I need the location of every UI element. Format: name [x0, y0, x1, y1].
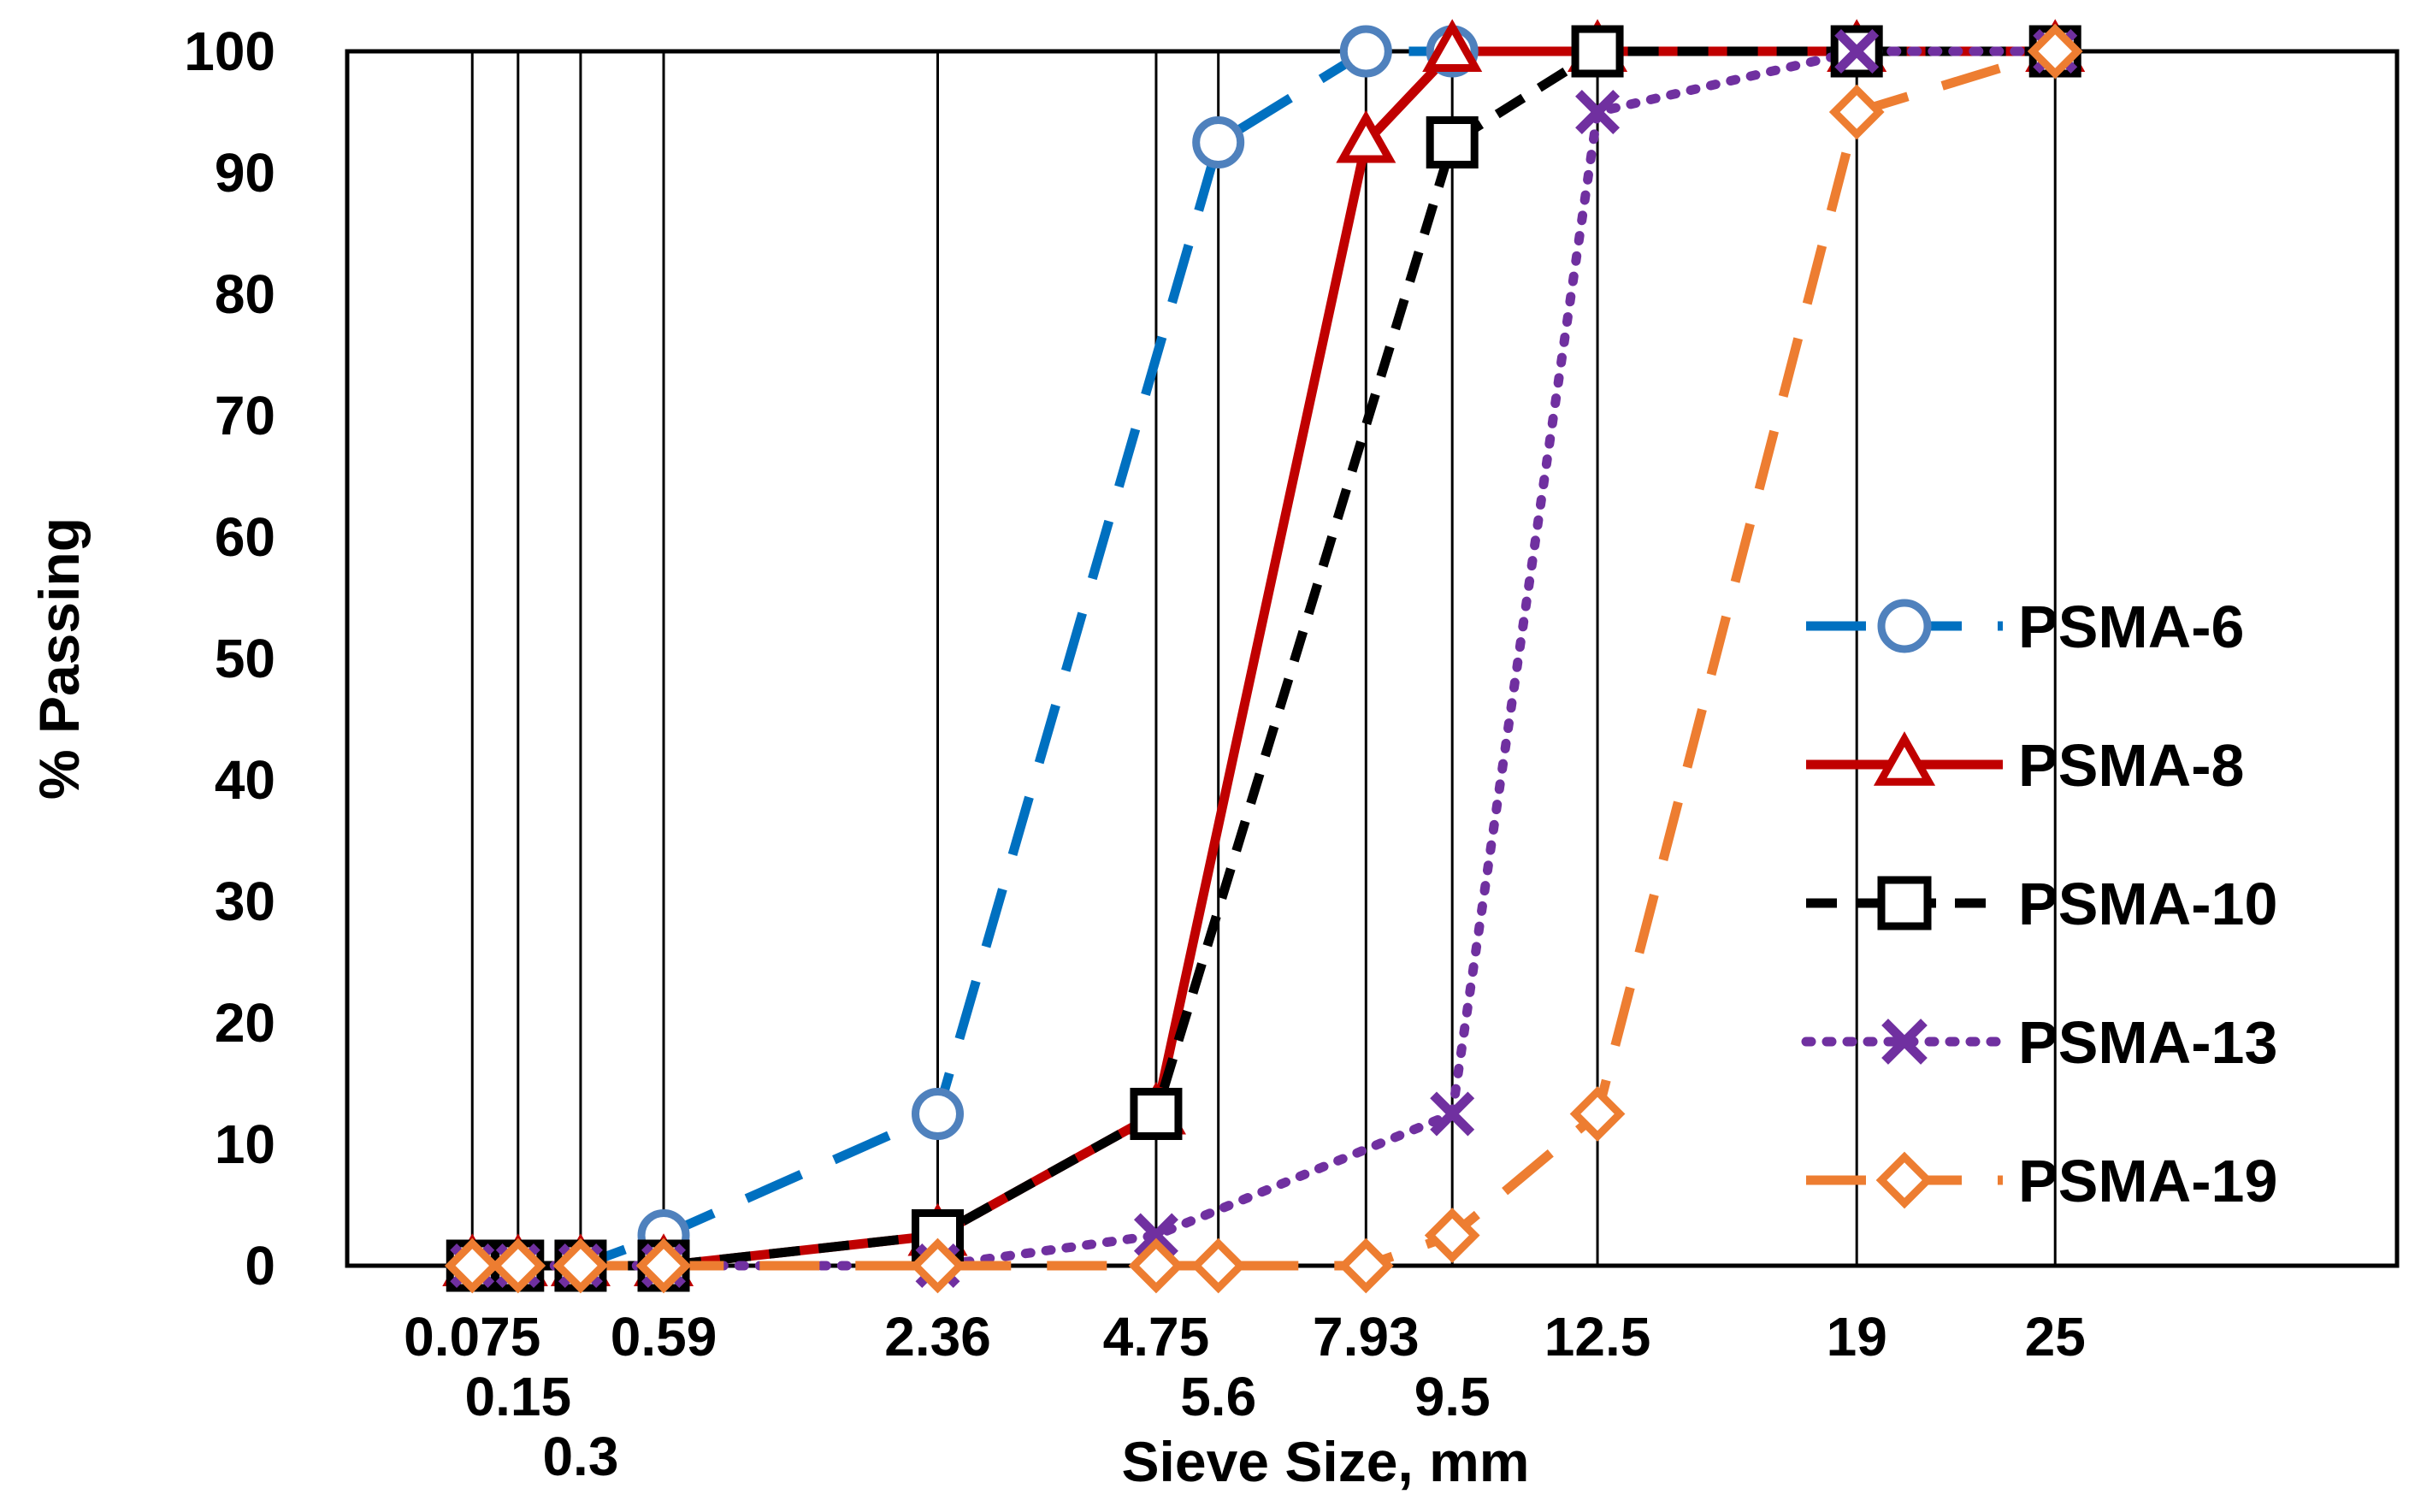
- y-tick-label: 20: [215, 992, 275, 1054]
- legend-label: PSMA-10: [2018, 871, 2277, 937]
- data-point: [1336, 109, 1396, 163]
- data-point: [1192, 116, 1245, 168]
- y-tick-label: 40: [215, 749, 275, 811]
- data-point: [490, 1237, 546, 1294]
- y-tick-label: 60: [215, 506, 275, 568]
- y-tick-label: 10: [215, 1113, 275, 1175]
- data-point: [1424, 1208, 1480, 1263]
- y-tick-label: 80: [215, 263, 275, 325]
- data-point: [1881, 1019, 1928, 1065]
- x-tick-label: 0.59: [611, 1306, 717, 1367]
- x-tick-label: 2.36: [884, 1306, 991, 1367]
- y-tick-label: 30: [215, 871, 275, 932]
- data-point: [1877, 599, 1932, 653]
- x-tick-label: 25: [2025, 1306, 2086, 1367]
- data-point: [1569, 1086, 1626, 1142]
- y-tick-labels: 0 10 20 30 40 50 60 70 80 90 100: [184, 21, 275, 1296]
- x-tick-label: 0.3: [542, 1426, 618, 1487]
- data-point: [1877, 876, 1932, 930]
- legend: PSMA-6 PSMA-8 PSMA-10 PSMA-13 PSMA-19: [1801, 594, 2277, 1214]
- data-point: [1834, 29, 1880, 74]
- x-tick-label: 0.15: [465, 1366, 572, 1427]
- data-point: [1133, 1213, 1178, 1258]
- legend-label: PSMA-6: [2018, 594, 2244, 660]
- x-tick-label: 4.75: [1103, 1306, 1210, 1367]
- x-tick-label: 12.5: [1544, 1306, 1651, 1367]
- data-point: [1130, 1088, 1183, 1140]
- y-tick-label: 100: [184, 21, 275, 82]
- x-tick-label: 0.075: [404, 1306, 540, 1367]
- data-point: [910, 1237, 965, 1294]
- data-point: [1128, 1237, 1184, 1294]
- series-line-psma-10: [472, 46, 2056, 1271]
- legend-label: PSMA-8: [2018, 732, 2244, 799]
- data-point: [2027, 23, 2083, 80]
- data-point: [1873, 731, 1936, 786]
- x-tick-label: 19: [1827, 1306, 1887, 1367]
- data-point: [912, 1088, 965, 1140]
- legend-label: PSMA-13: [2018, 1009, 2277, 1076]
- data-point: [1430, 1091, 1475, 1137]
- y-tick-label: 90: [215, 142, 275, 204]
- series-lines: [467, 46, 2060, 1271]
- x-tick-label: 9.5: [1414, 1366, 1491, 1427]
- series-markers: [442, 19, 2086, 1294]
- data-point: [635, 1237, 692, 1294]
- data-point: [1575, 90, 1621, 134]
- data-point: [1571, 25, 1624, 78]
- data-point: [1339, 25, 1392, 78]
- legend-label: PSMA-19: [2018, 1148, 2277, 1214]
- data-point: [1828, 84, 1885, 140]
- series-line-psma-19: [472, 46, 2057, 1271]
- x-tick-label: 7.93: [1313, 1306, 1420, 1367]
- data-point: [552, 1237, 609, 1294]
- y-axis-title: % Passing: [27, 517, 91, 800]
- series-line-psma-8: [472, 46, 2056, 1271]
- series-line-psma-13: [467, 46, 2060, 1271]
- data-point: [1337, 1237, 1394, 1294]
- data-point: [1875, 1151, 1934, 1209]
- y-tick-label: 70: [215, 385, 275, 446]
- y-tick-label: 0: [245, 1235, 275, 1296]
- x-tick-label: 5.6: [1180, 1366, 1256, 1427]
- data-point: [1422, 19, 1483, 72]
- data-point: [444, 1237, 500, 1294]
- grid-lines: [470, 51, 2057, 1266]
- y-tick-label: 50: [215, 628, 275, 689]
- x-axis-title: Sieve Size, mm: [1122, 1430, 1530, 1493]
- series-line-psma-6: [472, 46, 2056, 1271]
- data-point: [1190, 1237, 1247, 1294]
- data-point: [1426, 116, 1479, 168]
